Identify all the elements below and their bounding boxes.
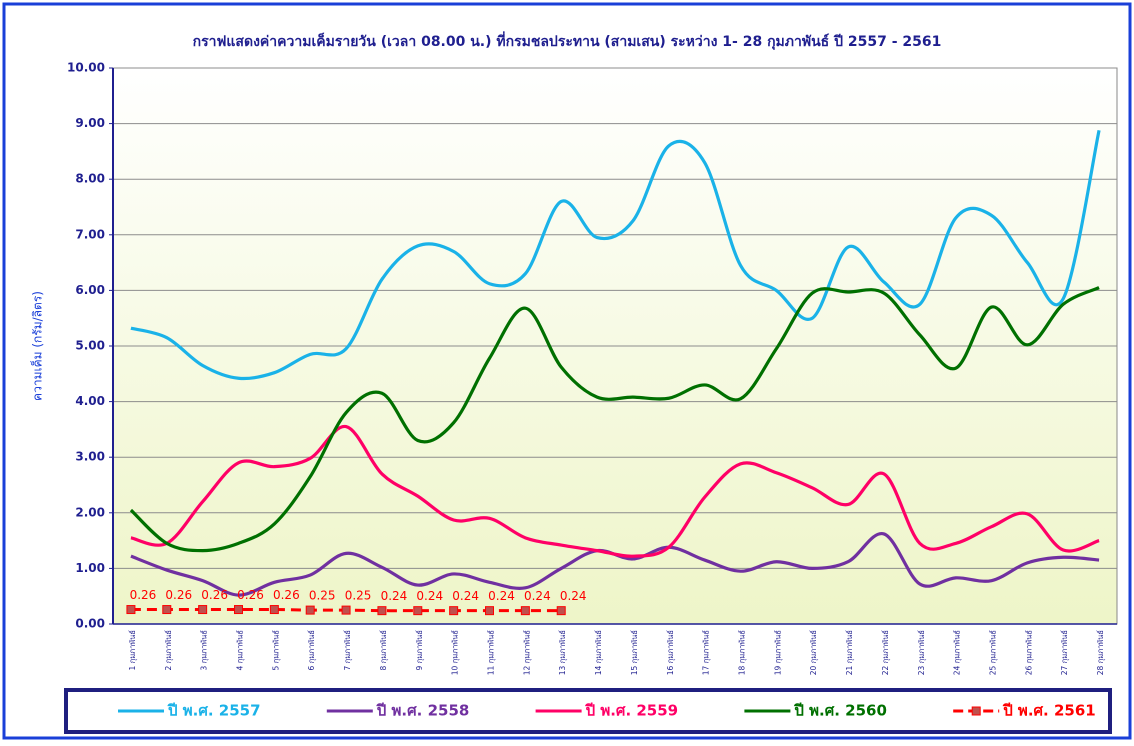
- x-tick-label: 5 กุมภาพันธ์: [271, 630, 280, 670]
- data-label: 0.24: [524, 589, 551, 603]
- data-point: [520, 606, 530, 616]
- legend-label: ปี พ.ศ. 2558: [376, 702, 469, 720]
- y-tick-label: 9.00: [75, 116, 105, 130]
- x-tick-label: 26 กุมภาพันธ์: [1024, 630, 1033, 675]
- x-tick-label: 18 กุมภาพันธ์: [738, 630, 747, 675]
- data-label: 0.24: [488, 589, 515, 603]
- data-point: [485, 606, 494, 616]
- data-point: [198, 605, 208, 615]
- series-line: [130, 425, 1100, 558]
- legend-label: ปี พ.ศ. 2561: [1002, 702, 1095, 720]
- y-axis-label: ความเค็ม (กรัม/ลิตร): [30, 291, 45, 401]
- x-tick-label: 3 กุมภาพันธ์: [200, 630, 209, 670]
- x-tick-label: 7 กุมภาพันธ์: [343, 630, 352, 670]
- legend-label: ปี พ.ศ. 2557: [167, 702, 260, 720]
- data-point: [377, 606, 387, 616]
- x-tick-label: 23 กุมภาพันธ์: [917, 630, 926, 675]
- y-tick-label: 3.00: [75, 450, 105, 464]
- x-tick-label: 9 กุมภาพันธ์: [415, 630, 424, 670]
- data-label: 0.25: [345, 589, 372, 603]
- x-tick-label: 1 กุมภาพันธ์: [128, 630, 137, 670]
- x-tick-label: 10 กุมภาพันธ์: [451, 630, 460, 675]
- legend-label: ปี พ.ศ. 2560: [793, 702, 886, 720]
- data-point: [449, 606, 459, 616]
- x-tick-label: 19 กุมภาพันธ์: [773, 630, 782, 675]
- x-tick-label: 12 กุมภาพันธ์: [522, 630, 531, 675]
- x-tick-label: 4 กุมภาพันธ์: [236, 630, 245, 670]
- x-tick-label: 21 กุมภาพันธ์: [845, 630, 854, 675]
- x-tick-label: 15 กุมภาพันธ์: [630, 630, 639, 675]
- legend-marker: [971, 706, 981, 716]
- data-label: 0.26: [201, 588, 228, 602]
- data-label: 0.24: [381, 589, 408, 603]
- x-tick-label: 25 กุมภาพันธ์: [989, 630, 998, 675]
- y-tick-label: 5.00: [75, 339, 105, 353]
- x-tick-label: 2 กุมภาพันธ์: [164, 630, 173, 670]
- legend: [64, 688, 1112, 734]
- data-label: 0.26: [237, 588, 264, 602]
- data-point: [305, 605, 315, 615]
- x-tick-label: 27 กุมภาพันธ์: [1060, 630, 1069, 675]
- data-label: 0.24: [416, 589, 443, 603]
- x-tick-label: 8 กุมภาพันธ์: [379, 630, 388, 670]
- series-line: [129, 286, 1100, 553]
- data-label: 0.25: [309, 589, 336, 603]
- x-tick-label: 14 กุมภาพันธ์: [594, 630, 603, 675]
- data-point: [341, 605, 351, 615]
- chart-title: กราฟแสดงค่าความเค็มรายวัน (เวลา 08.00 น.…: [193, 31, 942, 50]
- data-point: [126, 605, 136, 615]
- x-tick-label: 24 กุมภาพันธ์: [953, 630, 962, 675]
- x-tick-label: 22 กุมภาพันธ์: [881, 630, 890, 675]
- y-tick-label: 6.00: [75, 283, 105, 297]
- x-tick-label: 6 กุมภาพันธ์: [307, 630, 316, 670]
- data-point: [234, 605, 243, 615]
- y-tick-label: 7.00: [75, 227, 105, 241]
- data-label: 0.26: [273, 588, 300, 602]
- data-label: 0.26: [165, 588, 192, 602]
- x-tick-label: 28 กุมภาพันธ์: [1096, 630, 1105, 675]
- series-line: [130, 129, 1101, 381]
- y-tick-label: 8.00: [75, 172, 105, 186]
- x-tick-label: 20 กุมภาพันธ์: [809, 630, 818, 675]
- y-tick-label: 10.00: [67, 61, 105, 75]
- x-tick-label: 17 กุมภาพันธ์: [702, 630, 711, 675]
- data-point: [413, 606, 423, 616]
- y-tick-label: 0.00: [75, 617, 105, 631]
- x-tick-label: 11 กุมภาพันธ์: [487, 630, 496, 675]
- y-tick-label: 2.00: [75, 505, 105, 519]
- data-label: 0.24: [452, 589, 479, 603]
- y-tick-label: 1.00: [75, 561, 105, 575]
- data-point: [556, 606, 566, 616]
- data-point: [269, 605, 279, 615]
- x-tick-label: 13 กุมภาพันธ์: [558, 630, 567, 675]
- data-point: [162, 605, 172, 615]
- y-tick-label: 4.00: [75, 394, 105, 408]
- x-tick-label: 16 กุมภาพันธ์: [666, 630, 675, 675]
- legend-label: ปี พ.ศ. 2559: [585, 702, 678, 720]
- data-label: 0.24: [560, 589, 587, 603]
- data-label: 0.26: [130, 588, 157, 602]
